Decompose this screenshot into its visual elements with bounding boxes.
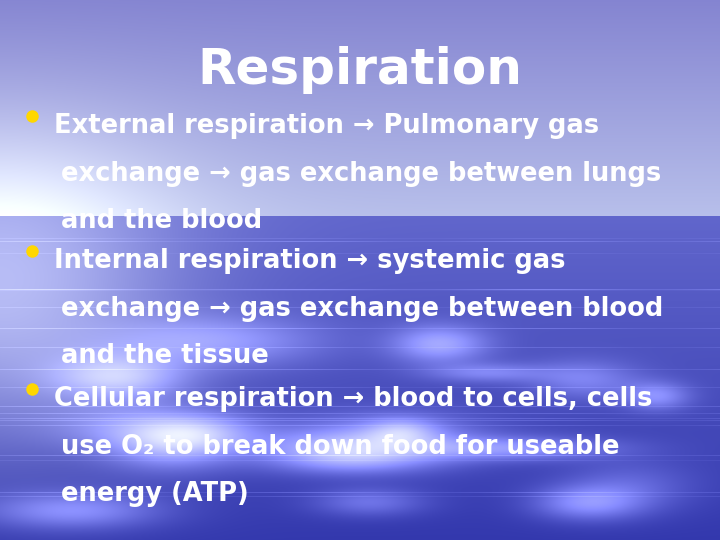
Text: exchange → gas exchange between blood: exchange → gas exchange between blood xyxy=(61,296,663,322)
Text: use O₂ to break down food for useable: use O₂ to break down food for useable xyxy=(61,434,620,460)
Text: exchange → gas exchange between lungs: exchange → gas exchange between lungs xyxy=(61,161,662,187)
Text: Cellular respiration → blood to cells, cells: Cellular respiration → blood to cells, c… xyxy=(54,386,652,412)
Text: energy (ATP): energy (ATP) xyxy=(61,481,249,507)
Text: Respiration: Respiration xyxy=(197,46,523,94)
Text: External respiration → Pulmonary gas: External respiration → Pulmonary gas xyxy=(54,113,599,139)
Text: and the blood: and the blood xyxy=(61,208,262,234)
Text: and the tissue: and the tissue xyxy=(61,343,269,369)
Text: Internal respiration → systemic gas: Internal respiration → systemic gas xyxy=(54,248,565,274)
